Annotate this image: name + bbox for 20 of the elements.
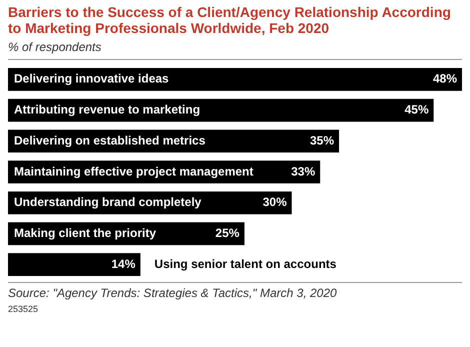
data-label: 30% xyxy=(262,195,288,210)
y-tick-label: Delivering on established metrics xyxy=(14,133,206,148)
text: 253525 xyxy=(8,304,40,314)
data-label: 14% xyxy=(111,256,136,271)
y-tick-label: Understanding brand completely xyxy=(14,195,202,210)
chart-title: Barriers to the Success of a Client/Agency Relationship According to Marketing Professionals Worldwide, Feb 2020 xyxy=(8,4,452,36)
chart-subtitle: % of respondents xyxy=(8,40,102,54)
bar xyxy=(8,253,140,276)
data-label: 35% xyxy=(310,133,334,148)
data-label: 45% xyxy=(404,102,429,117)
y-tick-label: Making client the priority xyxy=(14,226,156,240)
data-label: 25% xyxy=(215,226,240,240)
bar xyxy=(8,68,462,91)
y-tick-label: Using senior talent on accounts xyxy=(154,256,337,271)
source-note: Source: "Agency Trends: Strategies & Tactics," March 3, 2020 xyxy=(8,286,338,300)
y-tick-label: Maintaining effective project management xyxy=(14,164,254,178)
data-label: 48% xyxy=(432,72,458,86)
y-tick-label: Delivering innovative ideas xyxy=(14,72,170,86)
data-label: 33% xyxy=(291,164,316,178)
y-tick-label: Attributing revenue to marketing xyxy=(14,102,200,117)
